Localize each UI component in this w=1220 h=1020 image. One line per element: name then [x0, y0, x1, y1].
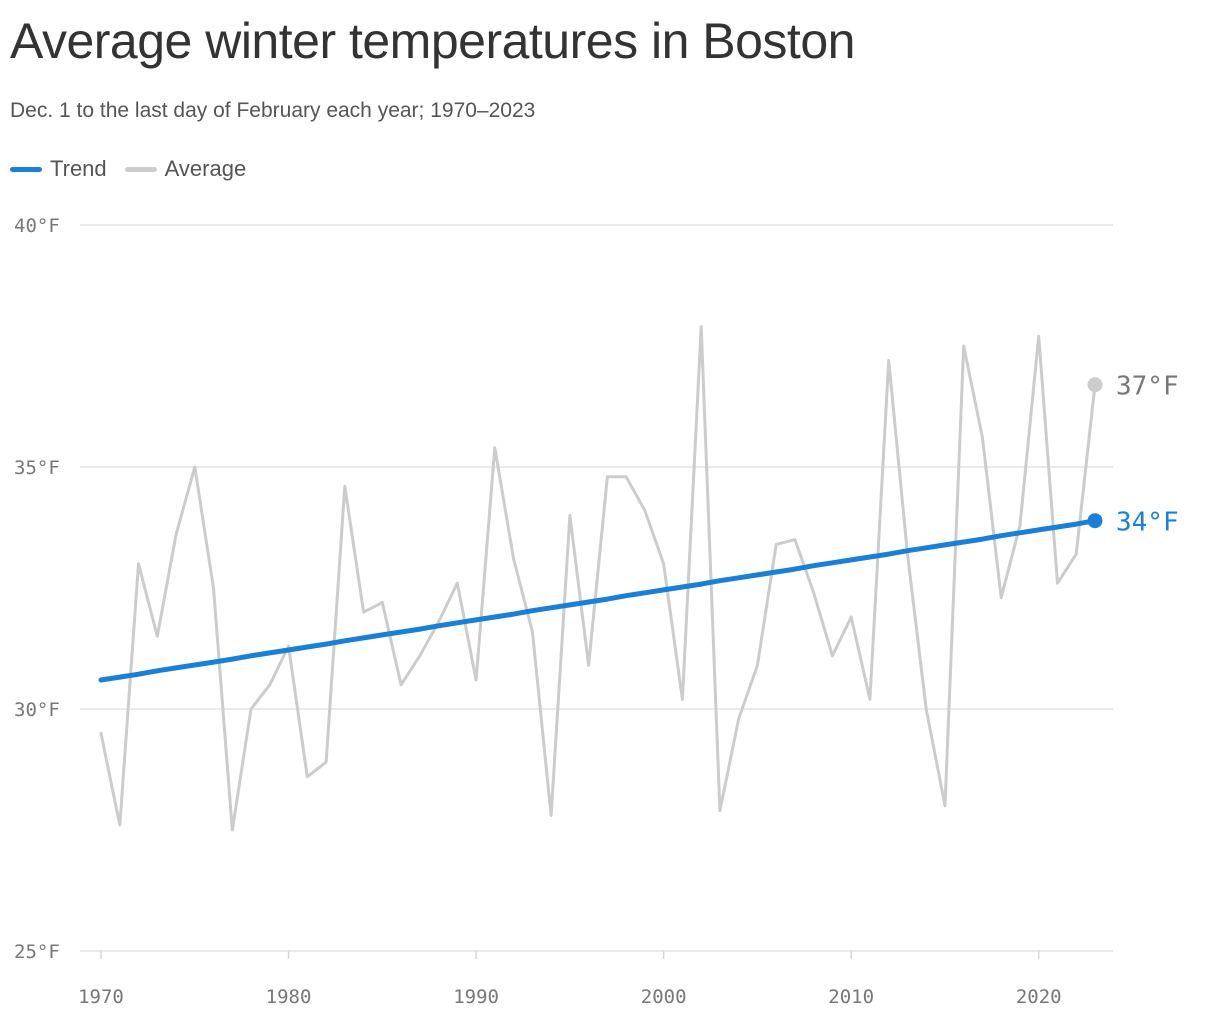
chart-title: Average winter temperatures in Boston: [10, 13, 855, 69]
y-tick-label-35: 35°F: [14, 457, 60, 479]
series-line-average: [99, 325, 1097, 832]
series-line-trend: [98, 518, 1098, 683]
x-tick-label-1980: 1980: [266, 986, 312, 1008]
legend-label-average: Average: [164, 156, 247, 181]
legend-swatch-average: [124, 166, 157, 172]
y-tick-label-30: 30°F: [14, 699, 60, 721]
legend-label-trend: Trend: [50, 156, 107, 181]
legend-item-average: Average: [124, 156, 247, 182]
end-point-average: [1087, 377, 1103, 393]
end-label-trend: 34°F: [1116, 508, 1179, 538]
y-tick-label-40: 40°F: [14, 215, 60, 237]
x-tick-label-1970: 1970: [78, 986, 124, 1008]
legend-item-trend: Trend: [10, 156, 107, 182]
end-point-trend: [1087, 513, 1103, 529]
x-tick-label-2020: 2020: [1016, 986, 1062, 1008]
chart-subtitle: Dec. 1 to the last day of February each …: [10, 99, 536, 122]
legend-swatch-trend: [10, 166, 42, 172]
x-tick-label-2000: 2000: [641, 986, 687, 1008]
y-tick-label-25: 25°F: [14, 941, 60, 963]
end-label-average: 37°F: [1116, 372, 1179, 402]
legend: Trend Average: [10, 156, 254, 182]
x-tick-label-2010: 2010: [828, 986, 874, 1008]
x-tick-label-1990: 1990: [453, 986, 499, 1008]
